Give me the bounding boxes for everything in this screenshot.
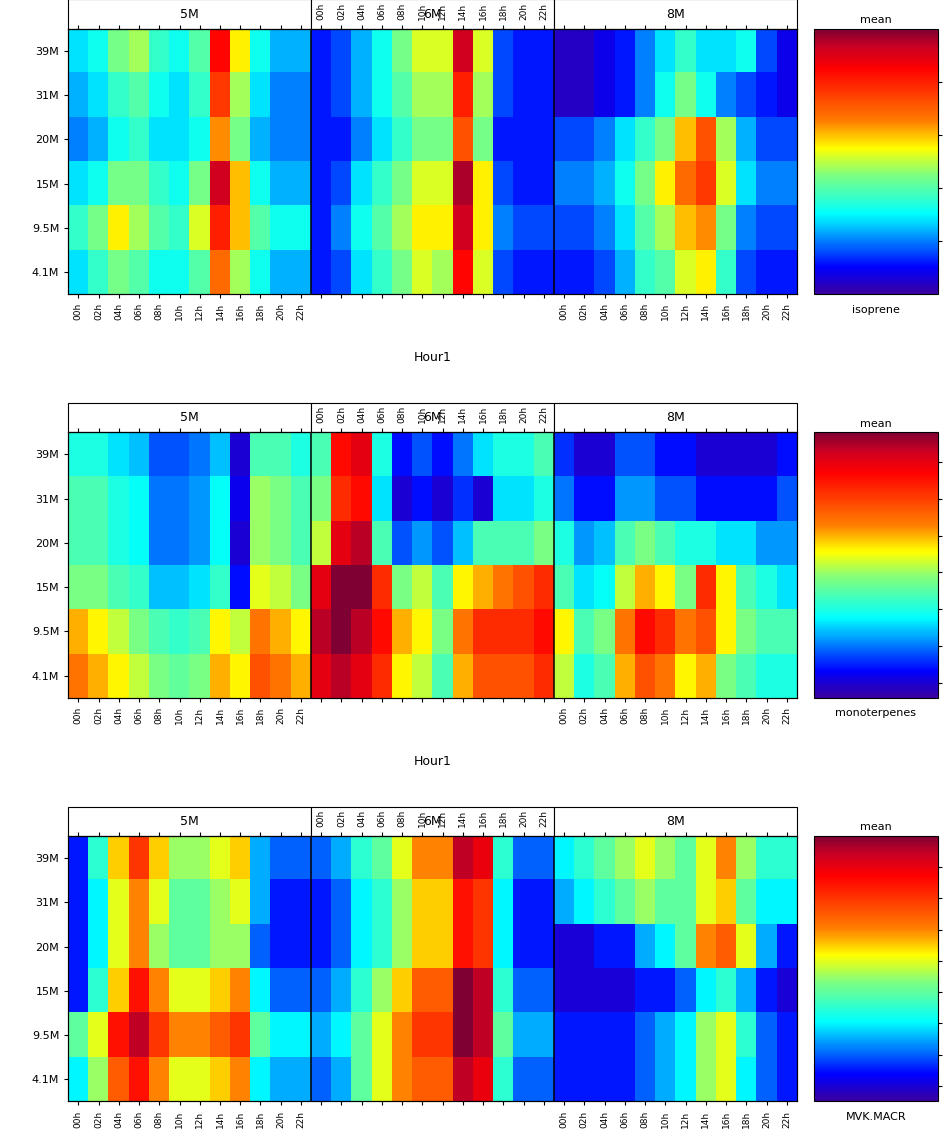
Bar	[311, 403, 554, 433]
Text: isoprene: isoprene	[851, 305, 900, 315]
X-axis label: Hour1: Hour1	[414, 352, 452, 364]
Text: 6M: 6M	[423, 411, 442, 424]
Title: mean: mean	[860, 15, 892, 25]
Bar	[311, 807, 554, 836]
Text: 5M: 5M	[180, 411, 199, 424]
Text: 6M: 6M	[423, 815, 442, 828]
Bar	[554, 0, 796, 29]
Text: monoterpenes: monoterpenes	[835, 709, 917, 718]
Text: 5M: 5M	[180, 8, 199, 21]
Title: mean: mean	[860, 822, 892, 832]
Bar	[554, 807, 796, 836]
Text: 8M: 8M	[666, 411, 685, 424]
Text: 5M: 5M	[180, 815, 199, 828]
Bar	[554, 403, 796, 433]
Bar	[68, 807, 311, 836]
Bar	[68, 0, 311, 29]
Text: 8M: 8M	[666, 815, 685, 828]
Text: MVK.MACR: MVK.MACR	[846, 1112, 906, 1122]
Bar	[68, 403, 311, 433]
Text: 8M: 8M	[666, 8, 685, 21]
Text: 6M: 6M	[423, 8, 442, 21]
Title: mean: mean	[860, 419, 892, 428]
X-axis label: Hour1: Hour1	[414, 755, 452, 767]
Bar	[311, 0, 554, 29]
